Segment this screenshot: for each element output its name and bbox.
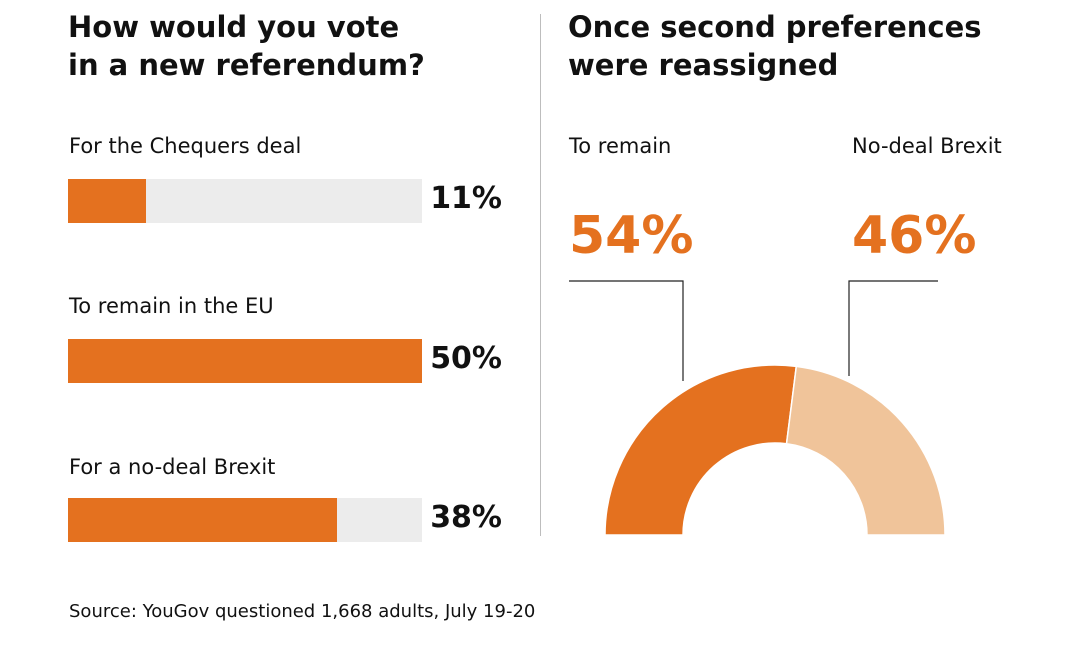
donut-segment-no-deal: [785, 365, 946, 536]
bar-no-deal: [68, 498, 338, 542]
left-chart-title: How would you vote in a new referendum?: [68, 10, 425, 82]
right-chart-title: Once second preferences were reassigned: [568, 10, 982, 82]
bar-value-chequers: 11%: [430, 181, 502, 216]
bar-track-chequers: [68, 179, 422, 223]
donut-value-remain: 54%: [569, 206, 694, 266]
bar-label-remain: To remain in the EU: [69, 294, 274, 318]
bar-track-no-deal: [68, 498, 422, 542]
leader-line-remain: [569, 280, 684, 381]
source-note: Source: YouGov questioned 1,668 adults, …: [69, 601, 536, 622]
bar-label-chequers: For the Chequers deal: [69, 134, 302, 158]
bar-value-no-deal: 38%: [430, 500, 502, 535]
bar-chequers: [68, 179, 146, 223]
bar-label-no-deal: For a no-deal Brexit: [69, 455, 276, 479]
panel-divider: [540, 14, 541, 536]
donut-label-remain: To remain: [569, 134, 672, 158]
bar-remain: [68, 339, 422, 383]
donut-segment-remain: [604, 364, 798, 536]
bar-value-remain: 50%: [430, 341, 502, 376]
donut-value-no-deal: 46%: [852, 206, 977, 266]
leader-line-no-deal: [848, 280, 938, 376]
donut-label-no-deal: No-deal Brexit: [852, 134, 1002, 158]
bar-track-remain: [68, 339, 422, 383]
